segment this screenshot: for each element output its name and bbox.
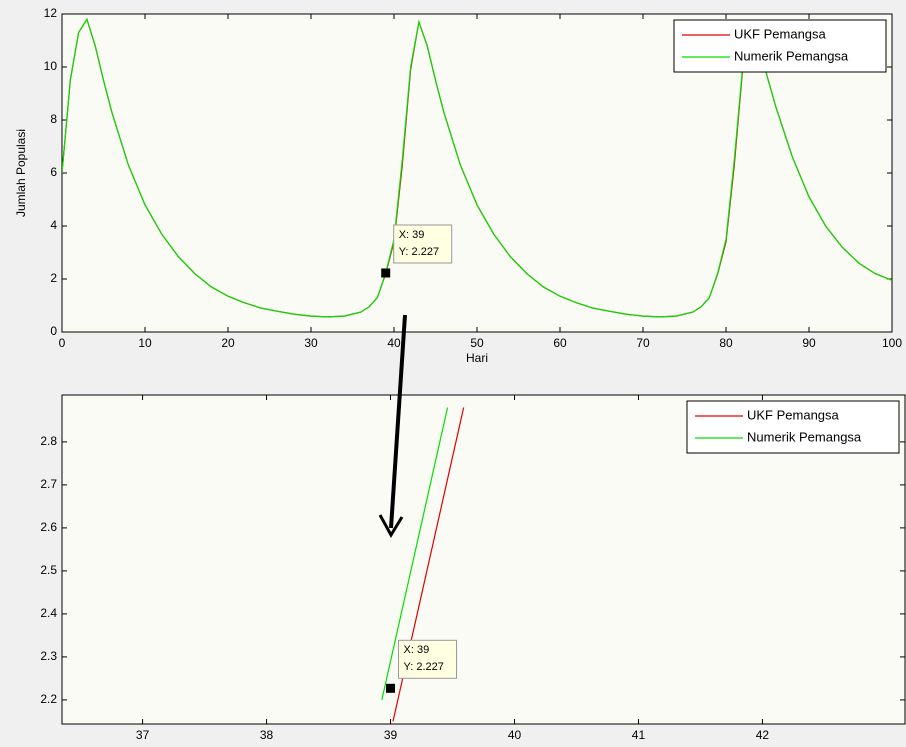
- datatip-marker: [381, 268, 391, 278]
- legend-label: Numerik Pemangsa: [747, 429, 862, 444]
- y-tick-label: 2.4: [40, 606, 57, 620]
- y-tick-label: 12: [44, 6, 58, 20]
- x-tick-label: 50: [470, 336, 484, 350]
- datatip-label: X: 39: [404, 644, 430, 656]
- datatip-label: Y: 2.227: [399, 246, 439, 258]
- x-tick-label: 42: [756, 728, 770, 742]
- x-axis-label: Hari: [466, 351, 488, 365]
- legend-box: [686, 400, 900, 454]
- legend-label: UKF Pemangsa: [734, 26, 827, 41]
- x-tick-label: 10: [138, 336, 152, 350]
- x-tick-label: 60: [553, 336, 567, 350]
- y-tick-label: 10: [44, 59, 58, 73]
- x-tick-label: 41: [632, 728, 646, 742]
- x-tick-label: 30: [304, 336, 318, 350]
- x-tick-label: 20: [221, 336, 235, 350]
- x-tick-label: 39: [384, 728, 398, 742]
- series-line: [381, 407, 449, 701]
- legend-box: [673, 19, 887, 73]
- x-tick-label: 40: [387, 336, 401, 350]
- legend-label: Numerik Pemangsa: [734, 48, 849, 63]
- y-tick-label: 2.3: [40, 649, 57, 663]
- y-tick-label: 6: [50, 165, 57, 179]
- y-tick-label: 2.7: [40, 477, 57, 491]
- y-tick-label: 2.6: [40, 520, 57, 534]
- x-tick-label: 70: [636, 336, 650, 350]
- arrow: [378, 314, 407, 538]
- datatip-label: Y: 2.227: [404, 661, 444, 673]
- y-tick-label: 0: [50, 324, 57, 338]
- datatip-box: [393, 224, 453, 264]
- x-tick-label: 0: [59, 336, 66, 350]
- y-tick-label: 8: [50, 112, 57, 126]
- x-tick-label: 80: [719, 336, 733, 350]
- y-axis-label: Jumlah Populasi: [14, 129, 28, 217]
- x-tick-label: 38: [260, 728, 274, 742]
- legend-label: UKF Pemangsa: [747, 407, 840, 422]
- datatip-marker: [386, 683, 396, 693]
- y-tick-label: 2.8: [40, 434, 57, 448]
- x-tick-label: 40: [508, 728, 522, 742]
- datatip-label: X: 39: [399, 229, 425, 241]
- y-tick-label: 2: [50, 271, 57, 285]
- datatip-box: [398, 639, 458, 679]
- y-tick-label: 4: [50, 218, 57, 232]
- y-tick-label: 2.5: [40, 563, 57, 577]
- y-tick-label: 2.2: [40, 692, 57, 706]
- x-tick-label: 100: [882, 336, 902, 350]
- x-tick-label: 90: [802, 336, 816, 350]
- x-tick-label: 37: [136, 728, 150, 742]
